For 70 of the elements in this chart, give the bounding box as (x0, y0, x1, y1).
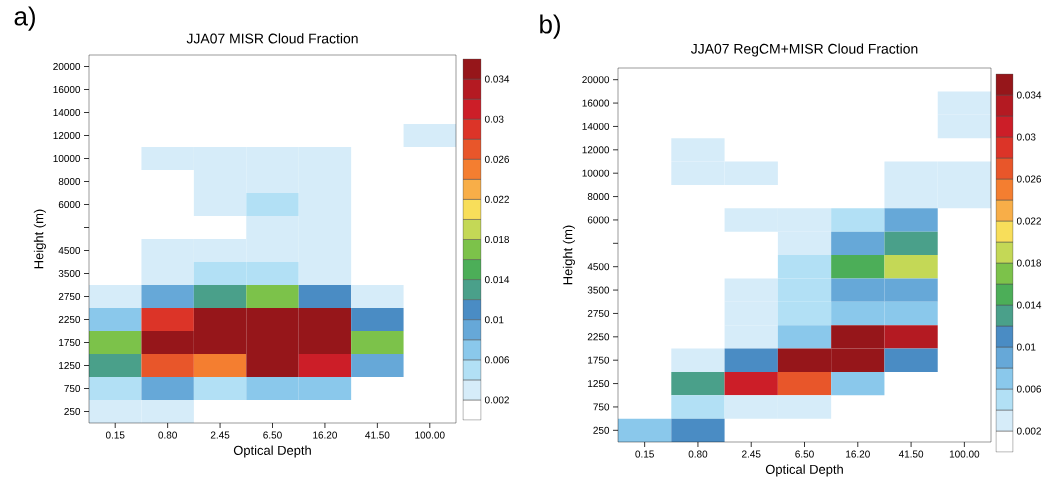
y-tick-label: 3500 (58, 269, 81, 278)
y-tick-label: 2250 (58, 315, 81, 324)
y-axis-title: Height (m) (562, 225, 575, 285)
x-tick-label: 2.45 (210, 431, 230, 439)
x-tick-label: 41.50 (898, 450, 924, 458)
color-bar-label: 0.006 (484, 356, 510, 364)
x-tick-label: 100.00 (415, 431, 445, 439)
y-tick-label: 3500 (587, 286, 610, 294)
x-tick-label: 100.00 (949, 450, 980, 458)
y-tick-label: 8000 (587, 193, 610, 201)
y-tick-label: 14000 (53, 108, 81, 117)
x-tick-label: 0.80 (688, 450, 708, 458)
color-bar-label: 0.034 (1016, 91, 1042, 99)
y-tick-label: 250 (593, 426, 610, 434)
text: a) (14, 6, 35, 31)
y-tick-label: 4500 (58, 246, 81, 255)
color-bar-label: 0.018 (484, 235, 510, 244)
color-bar-label: 0.03 (484, 115, 504, 123)
y-tick-label: 10000 (582, 169, 610, 177)
y-tick-label: 750 (593, 403, 610, 411)
color-bar-label: 0.022 (484, 195, 509, 203)
y-tick-label: 2750 (58, 292, 81, 301)
color-bar-label: 0.01 (484, 316, 504, 324)
y-tick-label: 20000 (582, 76, 610, 84)
y-tick-label: 8000 (58, 177, 81, 186)
y-tick-label: 12000 (53, 131, 81, 140)
x-tick-label: 6.50 (795, 450, 814, 458)
color-bar-label: 0.002 (1016, 427, 1041, 435)
y-tick-label: 20000 (53, 62, 81, 71)
y-tick-label: 6000 (587, 216, 610, 224)
x-tick-label: 6.50 (263, 431, 282, 439)
x-tick-label: 41.50 (365, 431, 390, 439)
y-tick-label: 10000 (53, 154, 81, 163)
color-bar-label: 0.014 (484, 276, 510, 284)
color-bar-label: 0.026 (1016, 175, 1042, 183)
x-axis-title: Optical Depth (765, 464, 843, 477)
color-bar-label: 0.03 (1016, 133, 1036, 141)
y-tick-label: 1750 (59, 338, 81, 347)
x-tick-label: 0.15 (635, 450, 654, 458)
color-bar-label: 0.002 (484, 396, 509, 404)
y-tick-label: 16000 (53, 85, 81, 94)
y-tick-label: 12000 (582, 146, 610, 154)
color-bar-label: 0.026 (484, 155, 510, 163)
color-bar-label: 0.022 (1016, 217, 1041, 225)
y-tick-label: 6000 (58, 200, 81, 209)
x-tick-label: 0.80 (158, 431, 177, 439)
y-tick-label: 1250 (588, 380, 610, 388)
x-axis-title: Optical Depth (233, 445, 311, 458)
y-tick-label: 750 (64, 384, 81, 393)
y-tick-label: 2750 (587, 309, 610, 317)
color-bar-label: 0.014 (1016, 301, 1042, 309)
y-tick-label: 16000 (582, 99, 610, 107)
y-tick-label: 2250 (587, 333, 610, 341)
color-bar-label: 0.01 (1016, 343, 1036, 351)
y-tick-label: 14000 (582, 122, 610, 130)
x-tick-label: 0.15 (105, 431, 125, 439)
x-tick-label: 16.20 (846, 450, 870, 458)
chart-title: JJA07 MISR Cloud Fraction (186, 33, 358, 44)
y-tick-label: 1750 (588, 356, 610, 364)
y-tick-label: 4500 (587, 263, 610, 271)
y-tick-label: 1250 (59, 361, 81, 370)
y-axis-title: Height (m) (33, 209, 46, 269)
text: b) (540, 14, 560, 39)
y-tick-label: 250 (64, 407, 81, 416)
color-bar-label: 0.006 (1016, 385, 1042, 393)
x-tick-label: 16.20 (313, 431, 338, 439)
color-bar-label: 0.018 (1016, 259, 1042, 267)
color-bar-label: 0.034 (484, 75, 510, 83)
chart-title: JJA07 RegCM+MISR Cloud Fraction (690, 43, 918, 57)
x-tick-label: 2.45 (742, 450, 761, 458)
